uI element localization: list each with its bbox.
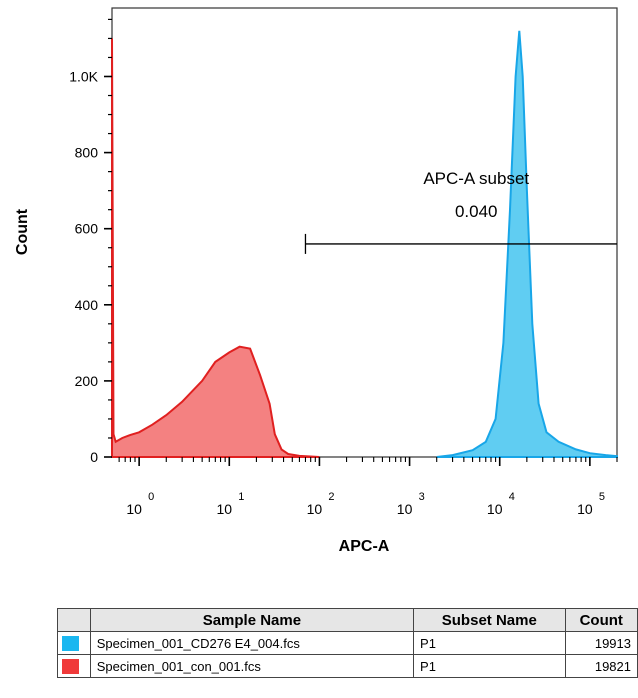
- y-tick-label: 1.0K: [69, 68, 98, 84]
- plot-frame: [111, 7, 618, 458]
- swatch-cell: [57, 631, 91, 655]
- x-tick-label: 10: [126, 501, 142, 517]
- sample-name-cell: Specimen_001_CD276 E4_004.fcs: [89, 631, 415, 655]
- x-tick-label: 10: [397, 501, 413, 517]
- y-tick-label: 400: [75, 297, 99, 313]
- subset-name-header[interactable]: Subset Name: [413, 608, 566, 632]
- y-axis-title: Count: [14, 208, 31, 255]
- legend-row[interactable]: Specimen_001_con_001.fcs P1 19821: [57, 654, 638, 678]
- x-tick-label: 10: [216, 501, 232, 517]
- swatch-header: [57, 608, 91, 632]
- gate-value-label: 0.040: [455, 202, 498, 221]
- series-0-area: [111, 38, 320, 458]
- subset-name-cell: P1: [413, 631, 566, 655]
- sample-name-header[interactable]: Sample Name: [89, 608, 415, 632]
- y-tick-label: 800: [75, 145, 99, 161]
- x-tick-exponent: 2: [328, 491, 334, 503]
- x-tick-label: 10: [307, 501, 323, 517]
- x-tick-exponent: 1: [238, 491, 244, 503]
- swatch-cell: [57, 654, 91, 678]
- legend-header-row: Sample Name Subset Name Count: [57, 608, 638, 632]
- legend-row[interactable]: Specimen_001_CD276 E4_004.fcs P1 19913: [57, 631, 638, 655]
- x-tick-label: 10: [487, 501, 503, 517]
- y-tick-label: 0: [90, 449, 98, 465]
- color-swatch: [62, 659, 79, 675]
- y-tick-label: 600: [75, 221, 99, 237]
- x-tick-exponent: 5: [599, 491, 605, 503]
- y-axis: 0 200 400 600 800 1.0K: [69, 18, 112, 465]
- subset-name-cell: P1: [413, 654, 566, 678]
- y-tick-label: 200: [75, 373, 99, 389]
- x-tick-exponent: 4: [509, 491, 515, 503]
- x-tick-label: 10: [577, 501, 593, 517]
- count-cell: 19821: [564, 654, 638, 678]
- count-header[interactable]: Count: [564, 608, 638, 632]
- x-tick-exponent: 3: [419, 491, 425, 503]
- count-cell: 19913: [564, 631, 638, 655]
- sample-name-cell: Specimen_001_con_001.fcs: [89, 654, 415, 678]
- x-axis-title: APC-A: [339, 538, 390, 555]
- gate-layer: APC-A subset 0.040: [304, 169, 617, 254]
- color-swatch: [62, 636, 79, 652]
- gate-name-label: APC-A subset: [423, 169, 529, 188]
- x-axis: 10 0 10 1 10 2 10 3 10 4 10 5: [118, 457, 618, 517]
- x-tick-exponent: 0: [148, 491, 154, 503]
- sample-legend-table: Sample Name Subset Name Count Specimen_0…: [57, 608, 638, 678]
